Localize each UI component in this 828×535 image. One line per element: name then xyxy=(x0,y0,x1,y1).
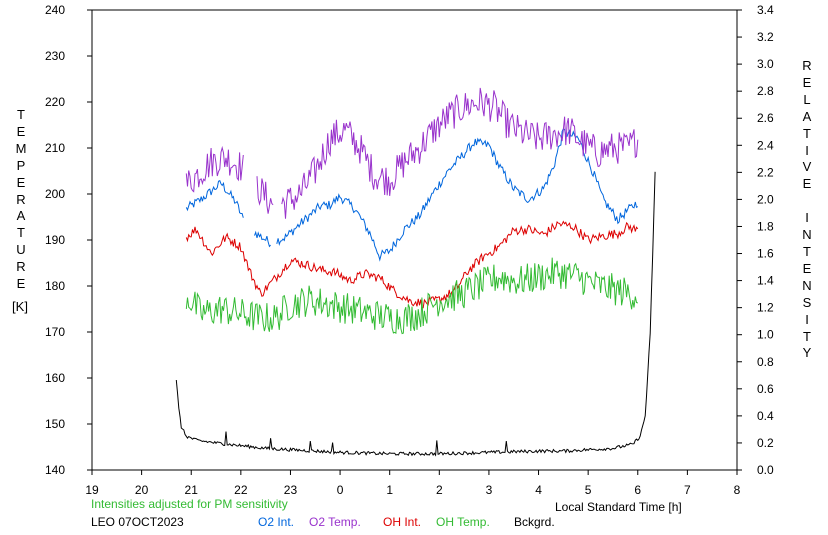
x-tick-label: 0 xyxy=(337,483,344,497)
left-tick-label: 240 xyxy=(45,3,65,17)
right-tick-label: 0.2 xyxy=(757,436,774,450)
right-tick-label: 3.2 xyxy=(757,30,774,44)
x-tick-label: 7 xyxy=(684,483,691,497)
right-tick-label: 0.0 xyxy=(757,463,774,477)
right-tick-label: 0.4 xyxy=(757,409,774,423)
right-tick-label: 1.0 xyxy=(757,328,774,342)
series-bckgrd-line xyxy=(175,171,656,457)
right-tick-label: 2.0 xyxy=(757,192,774,206)
left-axis: 140 150 160 170 180 190 200 210 220 230 240 xyxy=(45,3,92,477)
x-axis: 19 20 21 22 23 0 1 2 3 4 5 6 7 8 xyxy=(85,470,741,497)
right-tick-label: 1.4 xyxy=(757,274,774,288)
left-tick-label: 190 xyxy=(45,233,65,247)
right-tick-label: 2.6 xyxy=(757,111,774,125)
right-tick-label: 3.0 xyxy=(757,57,774,71)
right-axis-title: R E L A T I V E I N T E N S I T Y xyxy=(802,58,812,361)
x-tick-label: 4 xyxy=(535,483,542,497)
left-tick-label: 150 xyxy=(45,417,65,431)
left-tick-label: 210 xyxy=(45,141,65,155)
right-tick-label: 2.8 xyxy=(757,84,774,98)
right-tick-label: 1.2 xyxy=(757,301,774,315)
series-oh-temp-line xyxy=(185,257,638,335)
left-tick-label: 140 xyxy=(45,463,65,477)
x-tick-label: 22 xyxy=(234,483,248,497)
right-tick-label: 2.2 xyxy=(757,165,774,179)
series-layer xyxy=(175,87,656,457)
right-tick-label: 1.6 xyxy=(757,247,774,261)
series-o2-int-line xyxy=(185,128,639,262)
left-tick-label: 180 xyxy=(45,279,65,293)
x-tick-label: 20 xyxy=(135,483,149,497)
right-tick-label: 2.4 xyxy=(757,138,774,152)
x-tick-label: 2 xyxy=(436,483,443,497)
series-o2-temp-line xyxy=(185,87,639,219)
x-tick-label: 6 xyxy=(634,483,641,497)
station-label: LEO 07OCT2023 xyxy=(91,515,184,529)
x-tick-label: 1 xyxy=(386,483,393,497)
left-axis-unit: [K] xyxy=(12,299,28,314)
x-axis-label: Local Standard Time [h] xyxy=(555,500,682,514)
legend-item: Bckgrd. xyxy=(514,515,555,529)
legend-item: OH Int. xyxy=(383,515,422,529)
legend-item: OH Temp. xyxy=(436,515,490,529)
series-oh-int-line xyxy=(185,220,639,309)
x-tick-label: 5 xyxy=(585,483,592,497)
intensity-note: Intensities adjusted for PM sensitivity xyxy=(91,497,288,511)
right-tick-label: 1.8 xyxy=(757,219,774,233)
legend-item: O2 Int. xyxy=(258,515,295,529)
x-tick-label: 3 xyxy=(486,483,493,497)
right-tick-label: 0.6 xyxy=(757,382,774,396)
left-tick-label: 200 xyxy=(45,187,65,201)
x-tick-label: 19 xyxy=(85,483,99,497)
left-tick-label: 230 xyxy=(45,49,65,63)
right-tick-label: 3.4 xyxy=(757,3,774,17)
plot-frame xyxy=(91,9,738,471)
right-axis: 0.0 0.2 0.4 0.6 0.8 1.0 1.2 1.4 1.6 1.8 2.0 2.2 2.4 2… xyxy=(737,3,774,477)
legend-item: O2 Temp. xyxy=(309,515,361,529)
x-tick-label: 8 xyxy=(734,483,741,497)
left-tick-label: 170 xyxy=(45,325,65,339)
right-tick-label: 0.8 xyxy=(757,355,774,369)
x-tick-label: 23 xyxy=(284,483,298,497)
x-tick-label: 21 xyxy=(185,483,199,497)
left-tick-label: 160 xyxy=(45,371,65,385)
left-axis-title: T E M P E R A T U R E xyxy=(15,107,27,292)
left-tick-label: 220 xyxy=(45,95,65,109)
